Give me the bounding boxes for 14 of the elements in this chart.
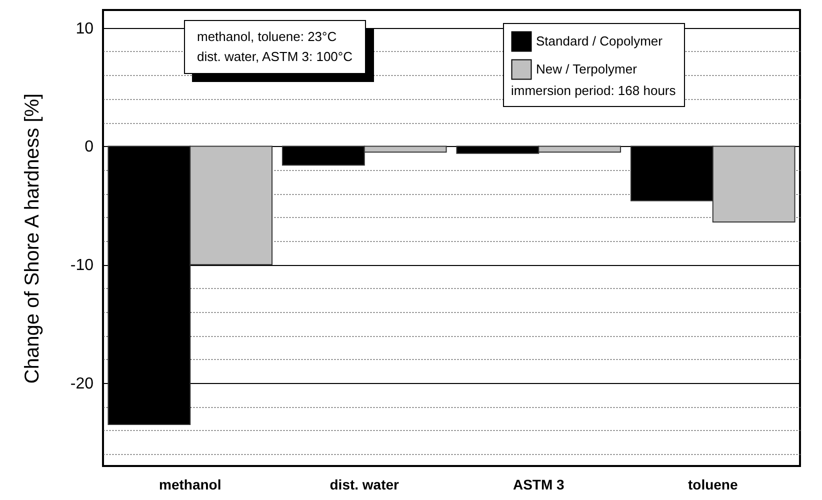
- legend-label: New / Terpolymer: [536, 62, 638, 76]
- x-tick-label: toluene: [688, 476, 738, 492]
- x-tick-label: ASTM 3: [512, 476, 565, 492]
- y-tick-label: 0: [84, 138, 94, 156]
- annotation: methanol, toluene: 23°C: [197, 28, 338, 46]
- y-tick-label: -20: [70, 376, 94, 393]
- x-tick-label: methanol: [159, 476, 222, 492]
- x-tick-label: dist. water: [330, 476, 400, 492]
- legend-label: Standard / Copolymer: [536, 34, 664, 48]
- annotation: dist. water, ASTM 3: 100°C: [197, 48, 352, 66]
- legend-title: immersion period: 168 hours: [511, 83, 676, 98]
- y-axis-title: Change of Shore A hardness [%]: [21, 93, 44, 384]
- y-tick-label: -10: [70, 257, 94, 274]
- y-tick-label: 10: [76, 20, 94, 38]
